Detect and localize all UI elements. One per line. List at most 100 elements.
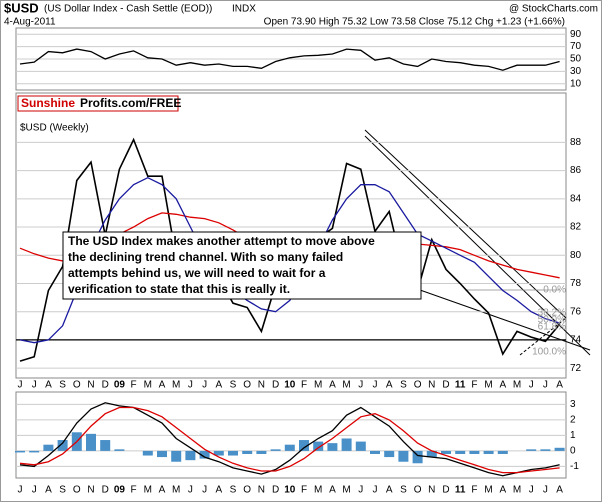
y-tick-label: 1 bbox=[570, 430, 576, 441]
histogram-bar bbox=[441, 450, 451, 454]
histogram-bar bbox=[327, 443, 338, 451]
panel-label: $USD (Weekly) bbox=[20, 123, 89, 134]
x-tick-label: D bbox=[442, 380, 449, 391]
x-tick-label: J bbox=[18, 485, 23, 496]
annotation-line: attempts behind us, we will need to wait… bbox=[68, 266, 326, 280]
histogram-bar bbox=[242, 450, 253, 454]
histogram-bar bbox=[398, 450, 409, 462]
y-tick-label: 50 bbox=[570, 54, 582, 65]
histogram-bar bbox=[29, 450, 40, 453]
histogram-bar bbox=[270, 449, 281, 451]
x-tick-label: F bbox=[131, 380, 137, 391]
x-tick-label: M bbox=[144, 380, 152, 391]
x-tick-label: O bbox=[243, 380, 251, 391]
histogram-bar bbox=[256, 450, 267, 454]
x-tick-label: A bbox=[159, 485, 166, 496]
x-tick-label: O bbox=[73, 380, 81, 391]
x-tick-label: S bbox=[230, 485, 237, 496]
x-tick-label: A bbox=[499, 380, 506, 391]
logo-box bbox=[17, 95, 179, 112]
x-tick-label: A bbox=[386, 380, 393, 391]
x-tick-label: J bbox=[529, 485, 534, 496]
x-tick-label: J bbox=[188, 485, 193, 496]
histogram-bar bbox=[157, 450, 167, 458]
x-tick-label: D bbox=[102, 485, 109, 496]
x-tick-label: M bbox=[484, 485, 492, 496]
x-tick-label: J bbox=[358, 380, 363, 391]
x-tick-label: F bbox=[471, 380, 477, 391]
x-tick-label: N bbox=[428, 485, 435, 496]
x-tick-label: J bbox=[202, 380, 207, 391]
x-tick-label: J bbox=[373, 485, 378, 496]
symbol: $USD bbox=[4, 0, 39, 15]
histogram-bar bbox=[228, 450, 238, 456]
annotation-box bbox=[62, 231, 422, 300]
quote: Open 73.90 High 75.32 Low 73.58 Close 75… bbox=[264, 17, 565, 28]
x-tick-label: O bbox=[243, 485, 251, 496]
histogram-bar bbox=[483, 450, 494, 454]
x-tick-label: J bbox=[358, 485, 363, 496]
x-tick-label: J bbox=[32, 380, 37, 391]
y-tick-label: 88 bbox=[570, 137, 582, 148]
annotation-line: verification to state that this is reall… bbox=[68, 282, 290, 296]
x-tick-label: A bbox=[556, 380, 563, 391]
x-tick-label: J bbox=[373, 380, 378, 391]
histogram-bar bbox=[370, 450, 380, 454]
x-tick-label: F bbox=[471, 485, 477, 496]
x-tick-label: M bbox=[513, 380, 521, 391]
x-tick-label: 11 bbox=[455, 485, 466, 496]
x-tick-label: M bbox=[172, 380, 180, 391]
histogram-bar bbox=[469, 450, 480, 454]
logo-rest: Profits.com/FREE bbox=[80, 96, 181, 110]
y-tick-label: 78 bbox=[570, 278, 582, 289]
x-tick-label: 09 bbox=[114, 380, 126, 391]
y-tick-label: 90 bbox=[570, 29, 582, 40]
x-tick-label: A bbox=[499, 485, 506, 496]
x-tick-label: S bbox=[400, 380, 407, 391]
histogram-bar bbox=[284, 444, 295, 451]
histogram-bar bbox=[185, 450, 196, 461]
y-tick-label: 30 bbox=[570, 66, 582, 77]
fib-label: 38.2% bbox=[538, 308, 566, 319]
x-tick-label: D bbox=[272, 485, 279, 496]
x-tick-label: J bbox=[18, 380, 23, 391]
histogram-bar bbox=[299, 440, 309, 451]
x-tick-label: O bbox=[414, 485, 422, 496]
fib-label: 50.0% bbox=[538, 315, 566, 326]
y-tick-label: 3 bbox=[570, 399, 576, 410]
x-tick-label: M bbox=[484, 380, 492, 391]
x-tick-label: O bbox=[414, 380, 422, 391]
histogram-bar bbox=[497, 450, 508, 454]
x-tick-label: A bbox=[45, 485, 52, 496]
histogram-bar bbox=[355, 441, 366, 451]
x-tick-label: S bbox=[400, 485, 407, 496]
x-tick-label: A bbox=[159, 380, 166, 391]
x-tick-label: M bbox=[342, 380, 350, 391]
annotation-line: The USD Index makes another attempt to m… bbox=[68, 234, 375, 248]
x-tick-label: 10 bbox=[284, 380, 296, 391]
x-tick-label: 11 bbox=[455, 380, 466, 391]
histogram-bar bbox=[199, 450, 210, 459]
x-tick-label: N bbox=[258, 380, 265, 391]
x-tick-label: A bbox=[386, 485, 393, 496]
x-tick-label: S bbox=[59, 485, 66, 496]
x-tick-label: J bbox=[202, 485, 207, 496]
x-tick-label: F bbox=[301, 380, 307, 391]
x-tick-label: N bbox=[87, 485, 94, 496]
histogram-bar bbox=[384, 450, 395, 458]
histogram-bar bbox=[114, 449, 125, 451]
histogram-bar bbox=[426, 450, 437, 458]
fib-label: 100.0% bbox=[532, 347, 566, 358]
y-tick-label: 76 bbox=[570, 306, 582, 317]
x-tick-label: S bbox=[230, 380, 237, 391]
x-tick-label: M bbox=[342, 485, 350, 496]
histogram-bar bbox=[526, 449, 537, 451]
x-tick-label: N bbox=[428, 380, 435, 391]
x-tick-label: J bbox=[32, 485, 37, 496]
x-tick-label: A bbox=[45, 380, 52, 391]
y-tick-label: 74 bbox=[570, 335, 582, 346]
histogram-bar bbox=[171, 450, 182, 462]
series-line bbox=[19, 406, 560, 474]
y-tick-label: 70 bbox=[570, 41, 582, 52]
